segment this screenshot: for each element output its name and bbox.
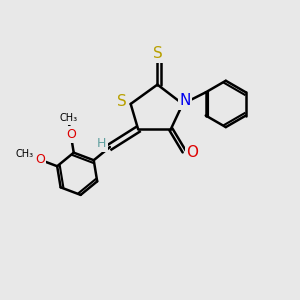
Text: O: O: [66, 128, 76, 141]
Text: CH₃: CH₃: [59, 113, 77, 123]
Text: S: S: [153, 46, 162, 61]
Text: O: O: [35, 153, 45, 166]
Text: CH₃: CH₃: [16, 149, 34, 159]
Text: N: N: [179, 93, 191, 108]
Text: H: H: [97, 137, 106, 150]
Text: S: S: [117, 94, 127, 109]
Text: O: O: [187, 146, 199, 160]
